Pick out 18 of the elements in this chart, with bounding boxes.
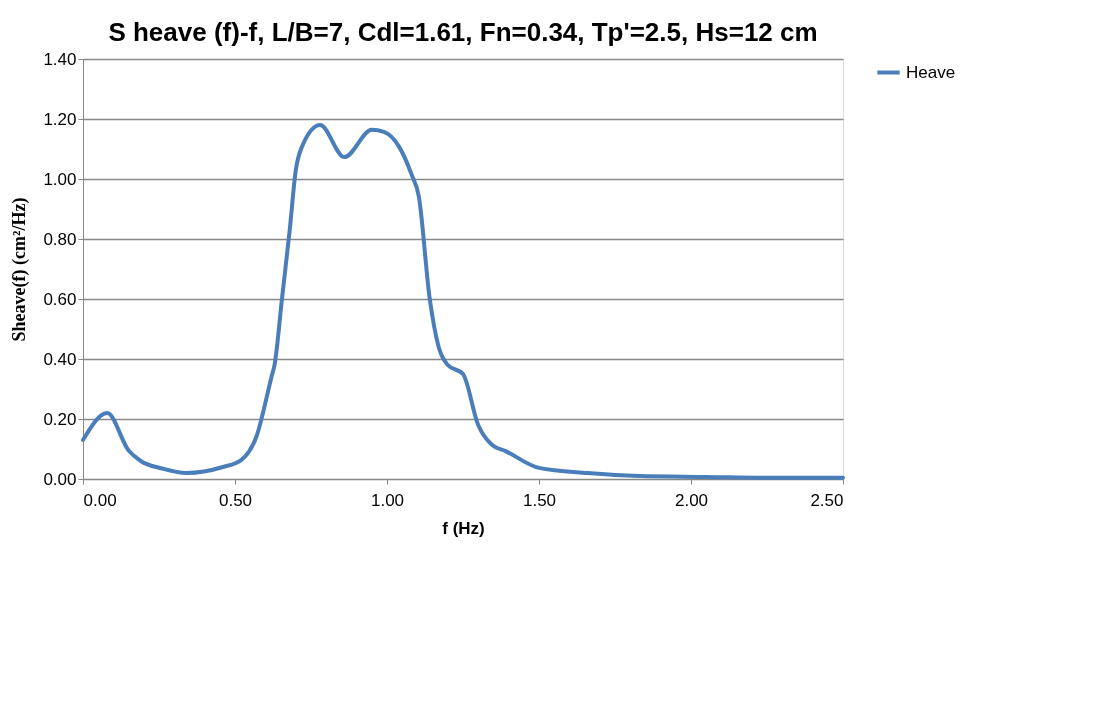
y-tick-label: 1.00: [43, 169, 77, 189]
y-tick-label: 0.80: [43, 229, 77, 249]
x-tick-label: 1.50: [522, 490, 557, 510]
y-tick-label: 0.00: [43, 469, 77, 489]
x-tick-label: 0.50: [218, 490, 253, 510]
y-tick-label: 0.60: [43, 289, 77, 309]
y-tick-label: 0.40: [43, 349, 77, 369]
y-tick-label: 0.20: [43, 409, 77, 429]
chart-title: S heave (f)-f, L/B=7, Cdl=1.61, Fn=0.34, Tp'=2.5, Hs=12 cm: [108, 17, 818, 47]
x-tick-label: 1.00: [370, 490, 405, 510]
legend-label: Heave: [906, 62, 956, 82]
y-tick-label: 1.40: [43, 49, 77, 69]
y-tick-label: 1.20: [43, 109, 77, 129]
x-tick-label: 2.50: [810, 490, 844, 510]
y-axis-title: Sheave(f) (cm²/Hz): [9, 197, 31, 342]
x-axis-title: f (Hz): [442, 518, 485, 538]
x-tick-label: 2.00: [674, 490, 709, 510]
x-tick-label: 0.00: [83, 490, 117, 510]
